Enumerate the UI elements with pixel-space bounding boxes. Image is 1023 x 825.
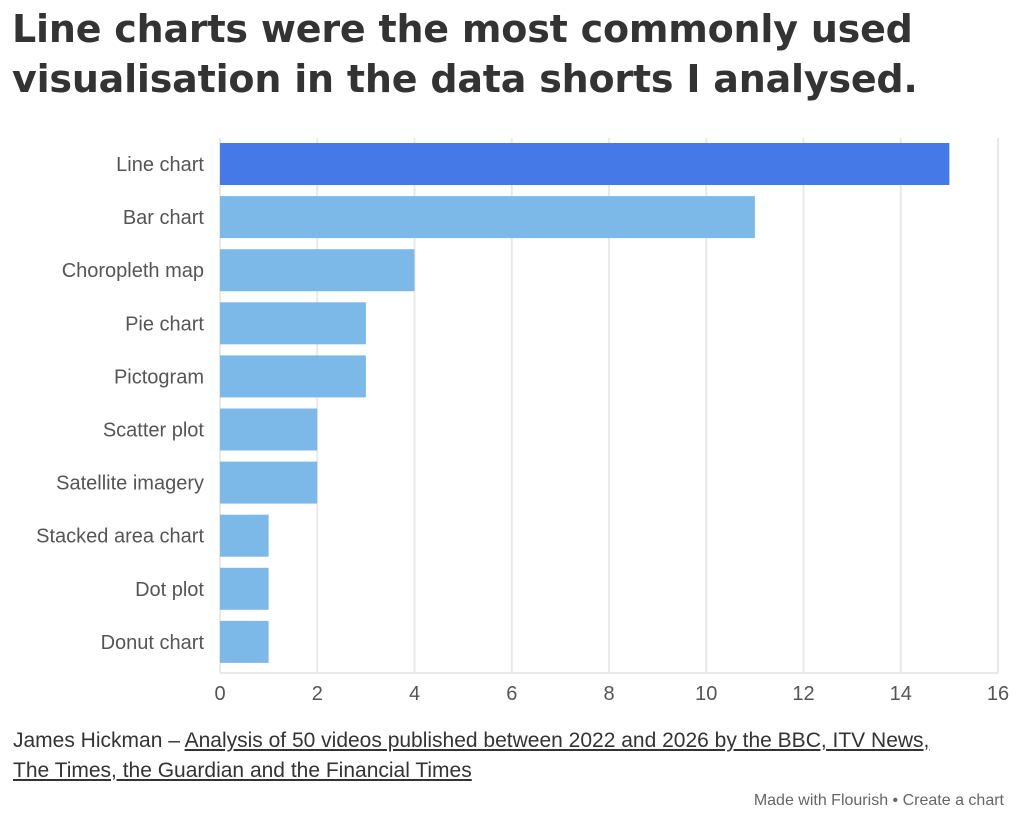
bar-stacked-area-chart[interactable] [220, 514, 269, 557]
create-chart-link[interactable]: Create a chart [902, 792, 1004, 809]
bar-pie-chart[interactable] [220, 302, 366, 345]
x-tick-label: 12 [792, 683, 814, 705]
bar-chart: Line chart Bar chart Choropleth map Pie cha… [36, 138, 1009, 705]
chart-title: Line charts were the most commonly used … [12, 7, 918, 101]
x-tick-label: 2 [312, 683, 323, 705]
category-label: Scatter plot [103, 420, 205, 442]
x-tick-label: 14 [890, 683, 912, 705]
bars [220, 143, 950, 663]
x-tick-label: 0 [214, 683, 225, 705]
bar-satellite-imagery[interactable] [220, 461, 318, 504]
bar-dot-plot[interactable] [220, 567, 269, 610]
category-label: Donut chart [101, 632, 205, 654]
x-tick-label: 8 [603, 683, 614, 705]
category-label: Bar chart [123, 207, 205, 229]
bar-scatter-plot[interactable] [220, 408, 318, 451]
category-label: Dot plot [135, 579, 204, 601]
bar-choropleth-map[interactable] [220, 249, 415, 292]
category-labels: Line chart Bar chart Choropleth map Pie cha… [36, 154, 204, 654]
category-label: Satellite imagery [56, 473, 204, 495]
category-label: Pie chart [125, 313, 204, 335]
x-tick-label: 6 [506, 683, 517, 705]
chart-footer: James Hickman – Analysis of 50 videos pu… [13, 726, 1013, 786]
x-tick-label: 4 [409, 683, 420, 705]
category-label: Choropleth map [62, 260, 204, 282]
credit-separator-dot: • [892, 792, 899, 809]
bar-line-chart[interactable] [220, 143, 950, 185]
bar-bar-chart[interactable] [220, 196, 755, 239]
source-link-line2[interactable]: The Times, the Guardian and the Financia… [13, 759, 472, 782]
x-tick-label: 10 [695, 683, 717, 705]
footer-author: James Hickman [13, 729, 163, 752]
footer-separator: – [162, 729, 185, 752]
x-tick-label: 16 [987, 683, 1009, 705]
category-label: Pictogram [114, 366, 204, 388]
flourish-credit: Made with Flourish • Create a chart [754, 792, 1004, 810]
bar-donut-chart[interactable] [220, 620, 269, 663]
category-label: Stacked area chart [36, 526, 204, 548]
bar-pictogram[interactable] [220, 355, 366, 398]
x-axis-ticks: 0 2 4 6 8 10 12 14 16 [214, 683, 1009, 705]
source-link-line1[interactable]: Analysis of 50 videos published between … [184, 729, 930, 752]
made-with-flourish-link[interactable]: Made with Flourish [753, 792, 889, 809]
category-label: Line chart [116, 154, 204, 176]
